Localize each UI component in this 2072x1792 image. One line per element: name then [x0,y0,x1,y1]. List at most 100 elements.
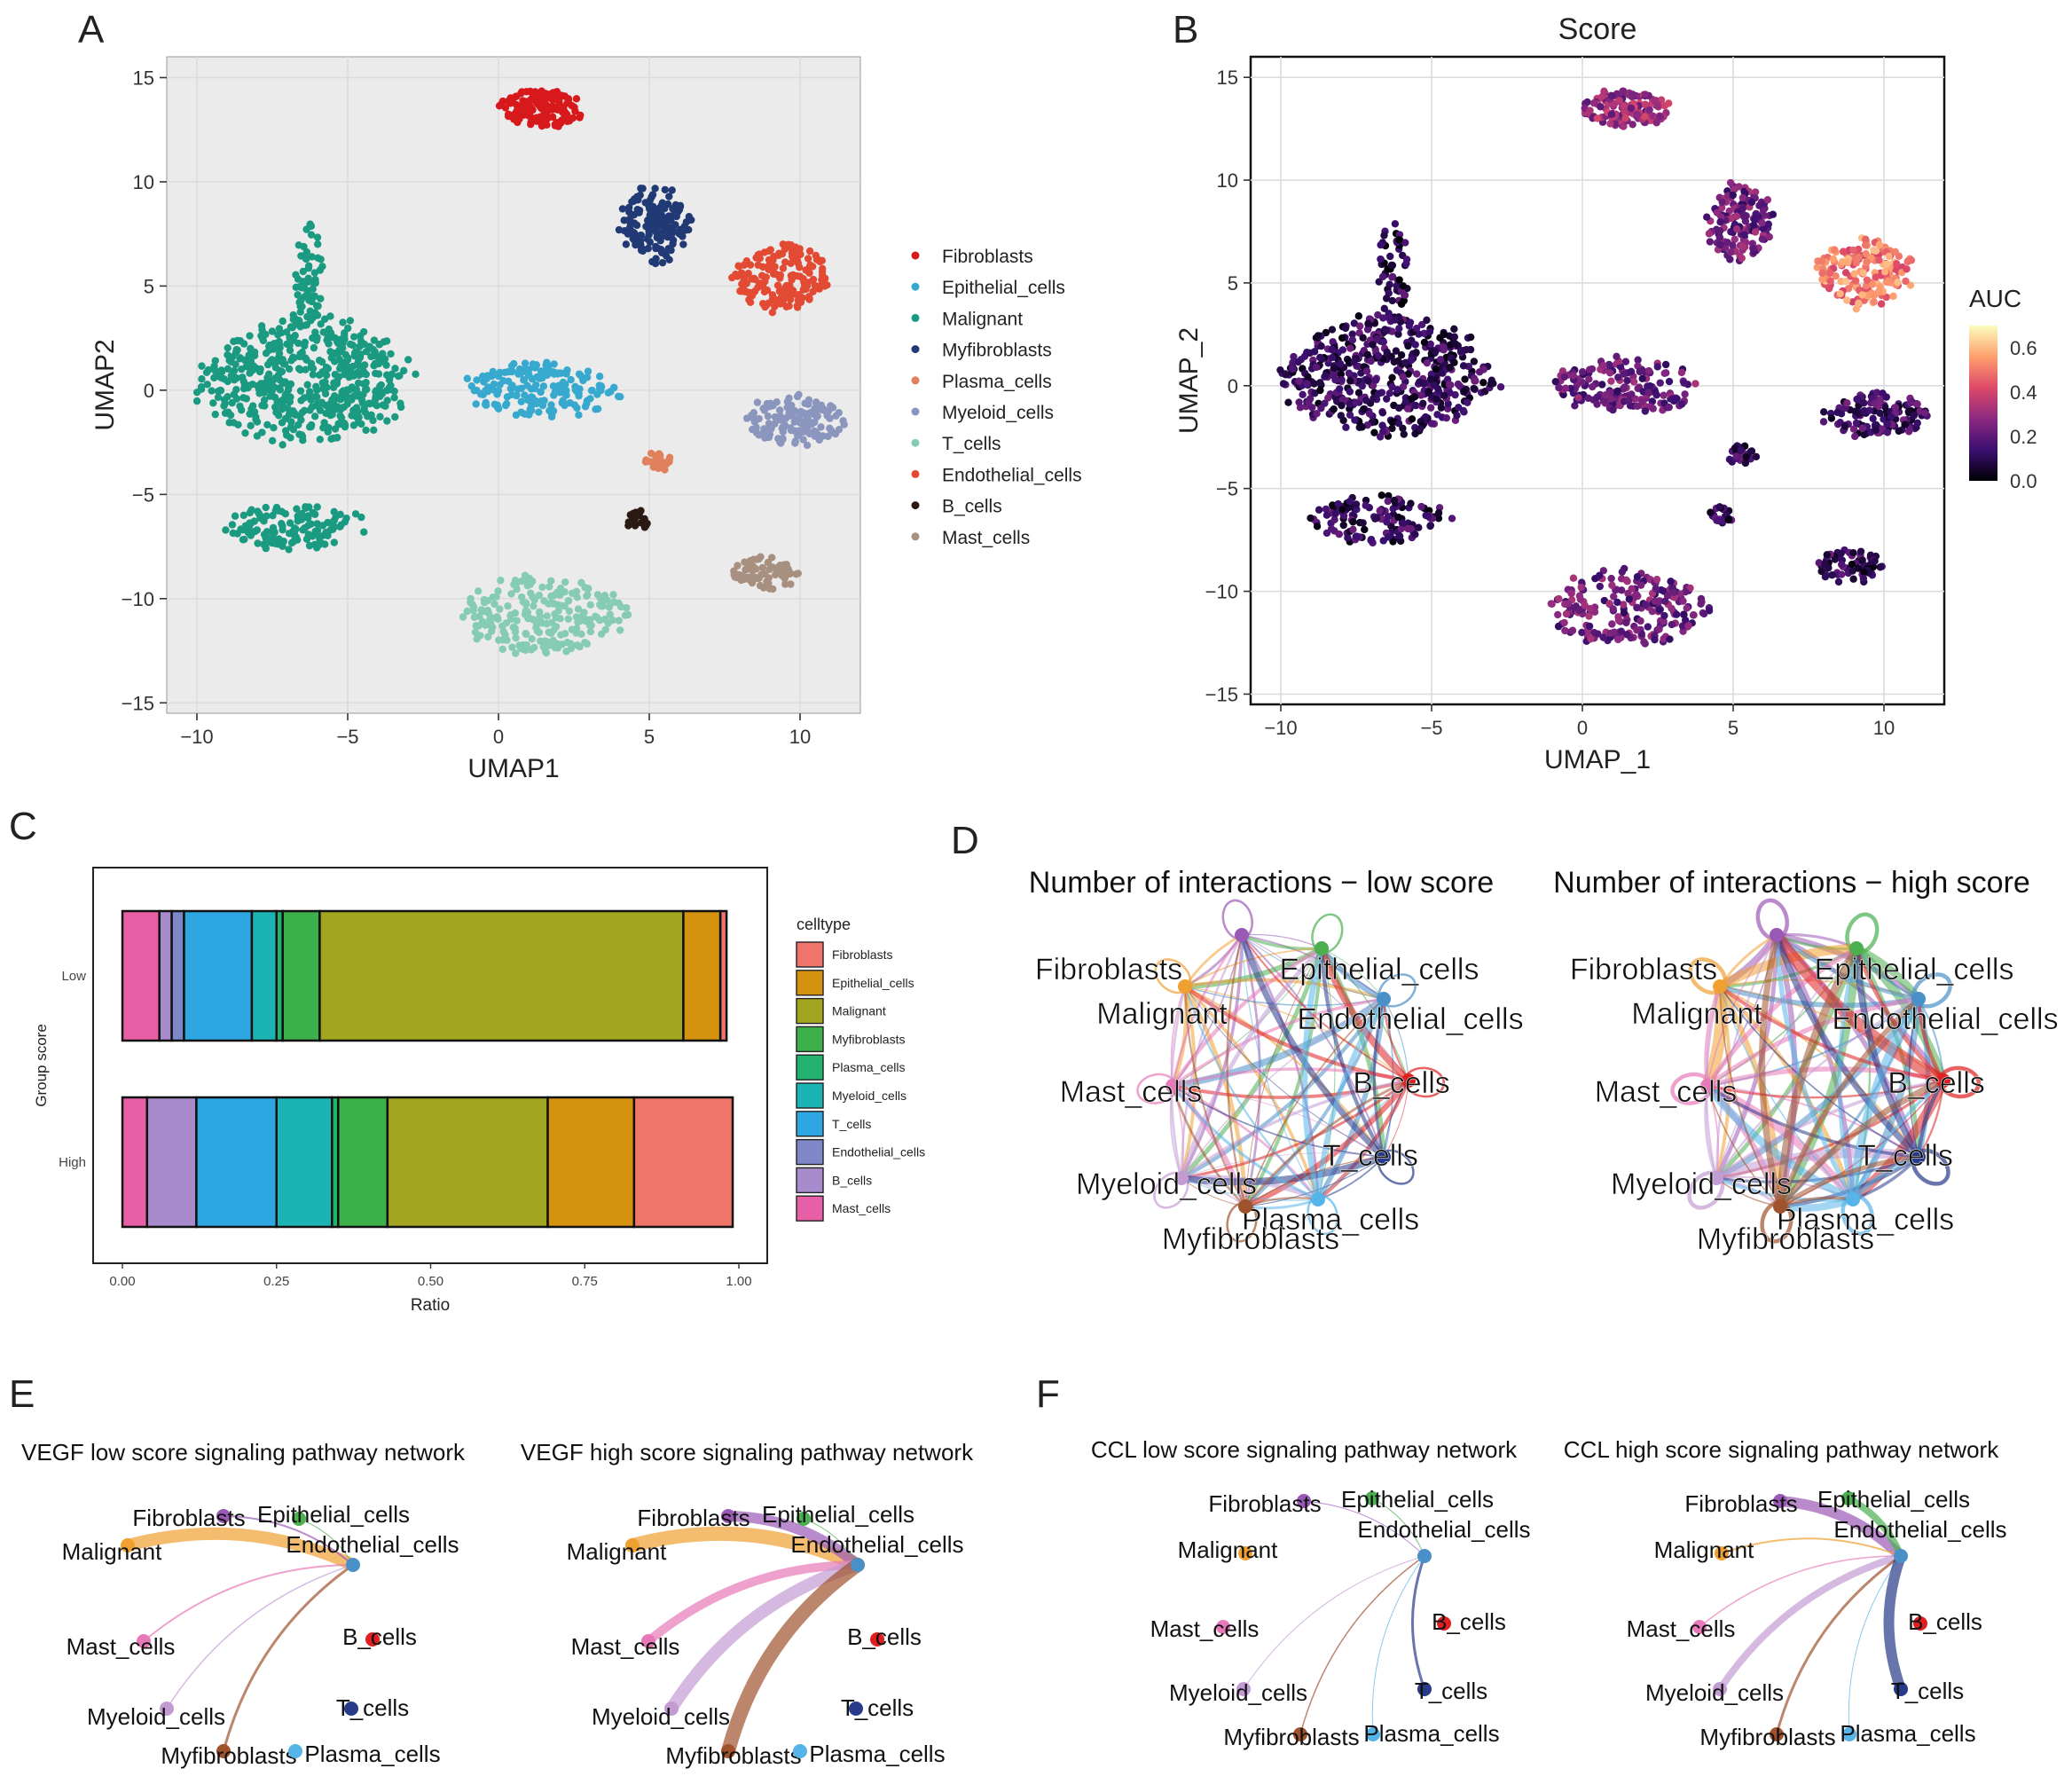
legend-label-epithelial-cells: Epithelial_cells [942,278,1065,298]
bar-segment-low-fibroblasts [718,909,728,1042]
cell-point [1849,575,1857,583]
cell-point [1377,240,1385,249]
cell-point [1625,595,1633,603]
cell-point [308,253,316,261]
cell-point [597,601,605,610]
bar-segment-low-t-cells [183,909,254,1042]
cluster-myeloid-cells [742,390,848,450]
cell-point [463,374,472,382]
cell-point [313,393,321,401]
node-label-plasma-cells: Plasma_cells [1840,1720,1975,1747]
cell-point [262,503,270,512]
cell-point [1337,412,1346,420]
cell-point [1872,247,1880,255]
cell-point [796,263,804,271]
cell-point [1607,377,1615,385]
cell-point [537,388,545,396]
cell-point [512,633,520,642]
cell-point [1860,568,1868,577]
cell-point [1738,254,1746,263]
cell-point [794,296,803,304]
cell-point [1826,277,1834,286]
legend-label-mast-cells: Mast_cells [832,1201,891,1215]
cell-point [637,243,646,252]
node-label-b-cells: B_cells [342,1623,417,1650]
cluster-b-cells [1707,503,1736,527]
cell-point [779,424,788,433]
cell-point [1758,235,1767,243]
cell-point [299,267,307,276]
node-label-mast-cells: Mast_cells [1627,1615,1736,1642]
cell-point [1715,503,1723,511]
cell-point [1363,326,1372,334]
cell-point [1438,369,1446,377]
cell-point [1397,524,1406,533]
node-label-malignant: Malignant [1096,997,1228,1031]
cell-point [1732,452,1740,460]
edge-mast-cells-to-epithelial-cells [1705,946,1858,1088]
cluster-malignant [1307,491,1456,547]
cell-point [804,293,813,301]
node-label-epithelial-cells: Epithelial_cells [1280,953,1479,986]
x-axis-label: UMAP1 [467,754,559,783]
cell-point [513,617,521,625]
cell-point [1617,575,1626,583]
cell-point [1872,426,1880,435]
legend-label-malignant: Malignant [942,309,1023,329]
cell-point [295,318,303,326]
cell-point [520,376,528,384]
cell-point [342,362,350,370]
cell-point [1871,399,1879,408]
cell-point [228,521,237,529]
cell-point [1346,400,1354,408]
cell-point [507,362,516,370]
cell-point [1920,409,1929,417]
cell-point [240,535,248,544]
cell-point [1641,407,1650,415]
cell-point [1876,282,1884,291]
cell-point [1607,574,1615,583]
cell-point [1854,564,1863,572]
y-tick-label: −10 [1205,581,1238,603]
cell-point [1829,255,1838,263]
cell-point [1644,389,1652,397]
interaction-network-high: Number of interactions − high scoreFibro… [1553,866,2059,1256]
cell-point [1313,409,1321,418]
edges [1699,1495,1906,1736]
cell-point [303,312,311,321]
cell-point [499,377,507,385]
node-label-endothelial-cells: Endothelial_cells [1832,1002,2058,1036]
node-b-cells [1936,1073,1950,1088]
cell-point [521,359,530,367]
cell-point [1586,604,1595,613]
cell-point [246,369,254,377]
cell-point [610,598,618,606]
cell-point [1362,367,1371,375]
cell-point [1585,375,1593,383]
bar-segment-high-myeloid-cells [275,1096,334,1229]
cell-point [1599,633,1607,641]
cell-point [279,379,287,388]
cell-point [811,407,820,415]
cell-point [782,303,790,311]
node-endothelial-cells [1377,992,1391,1006]
cell-point [1406,318,1415,326]
node-mast-cells [641,1634,655,1648]
node-label-myeloid-cells: Myeloid_cells [592,1703,730,1730]
node-endothelial-cells [1911,992,1926,1006]
cell-point [567,375,575,384]
node-myfibroblasts [1770,1727,1784,1741]
cell-point [220,374,228,383]
cell-point [208,387,216,395]
cell-point [790,407,799,415]
cell-point [1432,347,1440,356]
cell-point [525,574,534,583]
cell-point [1378,409,1387,417]
cell-point [467,598,475,607]
cell-point [1727,228,1735,236]
cell-point [1330,405,1338,413]
cell-point [1894,279,1902,287]
cell-point [301,342,309,350]
cell-point [1851,432,1859,441]
cell-point [1660,611,1668,620]
